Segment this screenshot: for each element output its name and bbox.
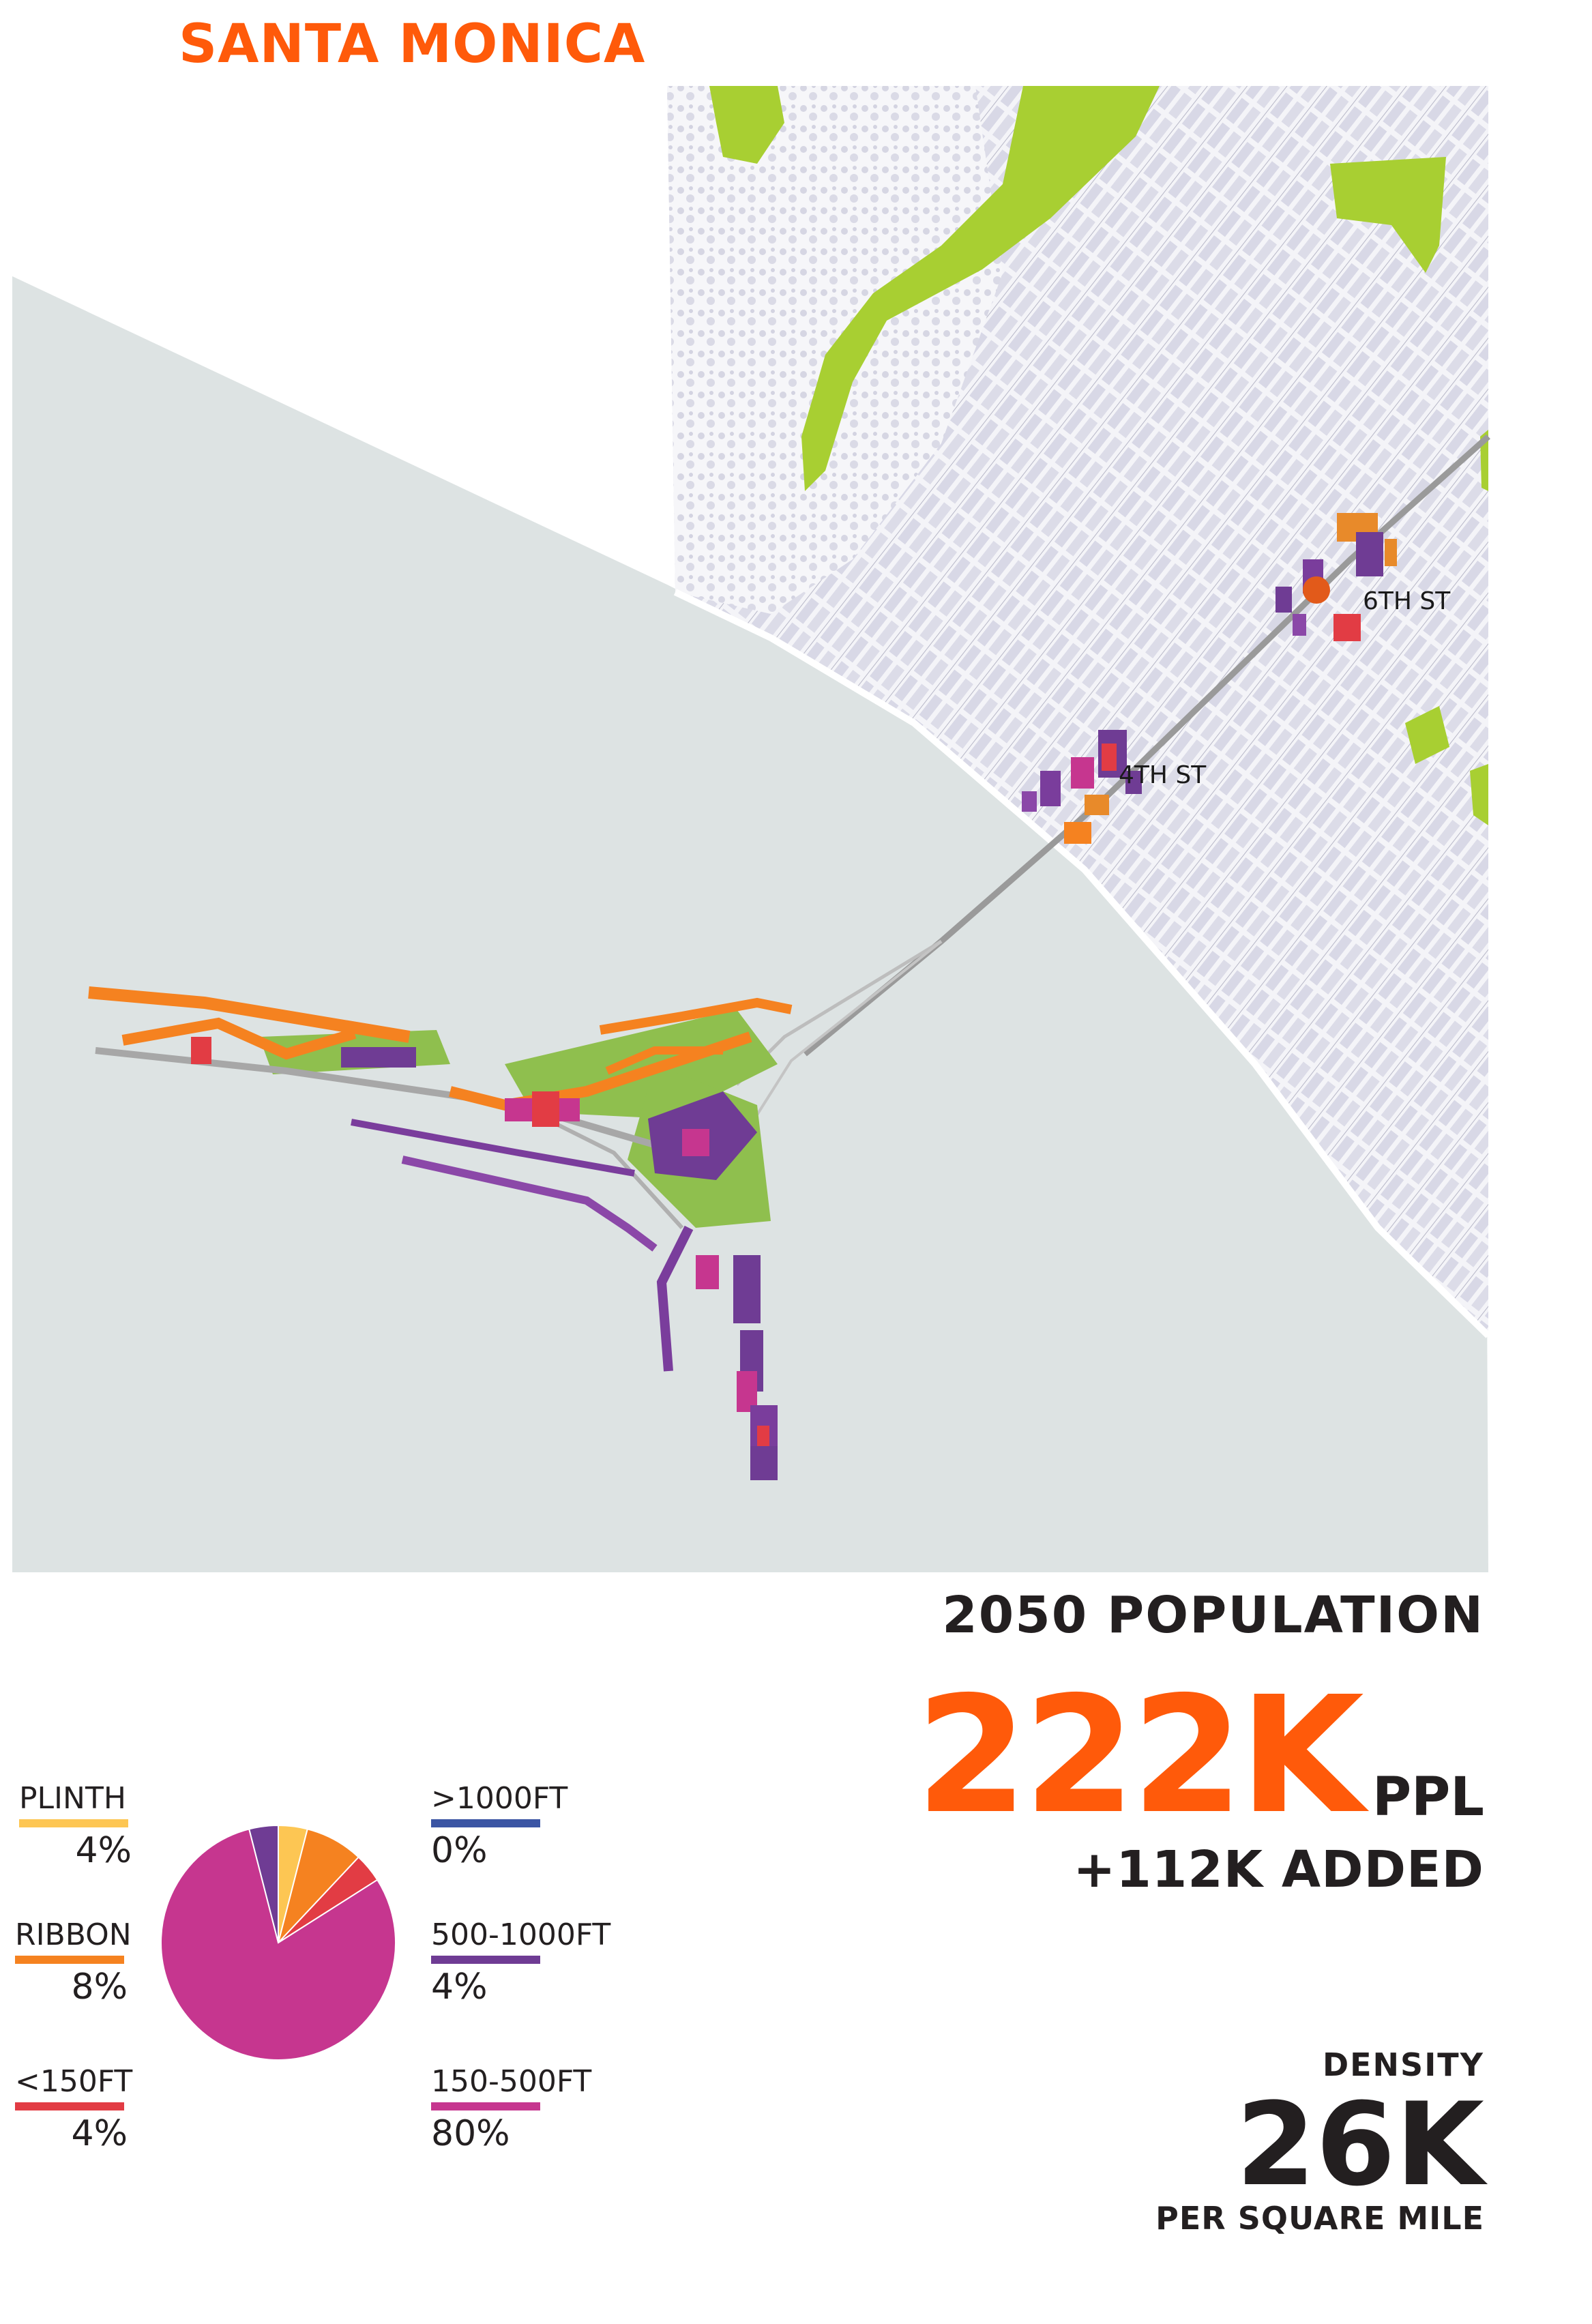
legend-percent: 0%	[431, 1830, 488, 1871]
legend-item-150-500ft: 150-500FT 80%	[431, 2064, 592, 2154]
legend-swatch	[15, 2102, 124, 2110]
legend-swatch	[15, 1956, 124, 1964]
density-unit: PER SQUARE MILE	[1155, 2200, 1484, 2237]
offshore-development	[88, 986, 793, 1480]
legend-label: RIBBON	[15, 1917, 132, 1952]
page-title: SANTA MONICA	[179, 14, 646, 75]
legend-percent: 4%	[75, 1830, 132, 1871]
santa-monica-map: 6TH ST 4TH ST	[12, 86, 1491, 1572]
legend-item-over-1000ft: >1000FT 0%	[431, 1784, 574, 1868]
legend-item-500-1000ft: 500-1000FT 4%	[431, 1917, 611, 2007]
park-large	[801, 86, 1160, 491]
legend-label: >1000FT	[431, 1781, 568, 1816]
height-mix-pie-chart	[160, 1824, 396, 2061]
legend-item-plinth: PLINTH 4%	[19, 1784, 162, 1868]
population-title: 2050 POPULATION	[942, 1586, 1484, 1645]
legend-swatch	[19, 1819, 128, 1827]
legend-label: PLINTH	[19, 1781, 126, 1816]
population-added: +112K ADDED	[1073, 1840, 1484, 1899]
legend-label: 500-1000FT	[431, 1917, 611, 1952]
legend-percent: 80%	[431, 2113, 510, 2154]
street-label-6th: 6TH ST	[1363, 587, 1451, 615]
density-value: 26K	[1236, 2078, 1484, 2211]
legend-percent: 4%	[431, 1967, 488, 2007]
legend-percent: 8%	[71, 1967, 128, 2007]
legend-item-ribbon: RIBBON 8%	[15, 1920, 158, 2005]
park-right-edge	[1470, 764, 1488, 825]
legend-percent: 4%	[71, 2113, 128, 2154]
coastline	[673, 589, 1491, 1338]
sixth-st-cluster	[1276, 513, 1397, 641]
legend-swatch	[431, 2102, 540, 2110]
legend-item-under-150ft: <150FT 4%	[15, 2067, 158, 2151]
population-value: 222K	[915, 1661, 1364, 1849]
pie-slice-150-500ft	[160, 1828, 396, 2061]
park-top-right	[1330, 157, 1446, 273]
density-title: DENSITY	[1322, 2046, 1484, 2083]
legend-label: <150FT	[15, 2064, 133, 2099]
legend-swatch	[431, 1956, 540, 1964]
park-top-left	[709, 86, 784, 164]
fourth-st-cluster	[1022, 730, 1142, 844]
population-figure: 222K PPL	[915, 1658, 1484, 1849]
legend-swatch	[431, 1819, 540, 1827]
ocean-area	[12, 276, 1488, 1572]
legend-label: 150-500FT	[431, 2064, 592, 2099]
park-right	[1405, 706, 1449, 764]
transit-line-offshore-2	[749, 940, 943, 1127]
population-unit: PPL	[1372, 1767, 1484, 1828]
street-label-4th: 4TH ST	[1119, 761, 1207, 789]
pie-slice-500-1000ft	[248, 1824, 279, 1943]
